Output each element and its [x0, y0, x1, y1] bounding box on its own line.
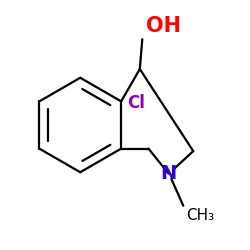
Text: N: N: [160, 164, 176, 183]
Text: CH₃: CH₃: [186, 208, 214, 223]
Text: OH: OH: [146, 16, 181, 36]
Text: Cl: Cl: [127, 94, 145, 112]
